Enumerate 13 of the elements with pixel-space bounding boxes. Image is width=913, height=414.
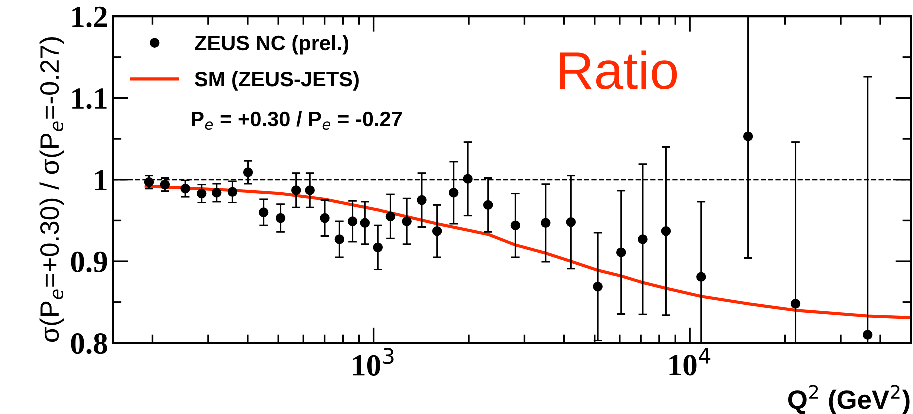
y-tick-label: 0.9 [71, 252, 108, 273]
annotation: Ratio [560, 50, 678, 90]
x-tick-label: 10$^{4}$ [670, 348, 711, 376]
legend-label: ZEUS NC (prel.) [195, 35, 349, 55]
x-tick-label: 10$^{3}$ [353, 348, 394, 376]
y-tick-label: 1.2 [72, 6, 108, 28]
y-tick-label: 1 [96, 170, 107, 190]
annotation: P$_{e}$ = +0.30 / P$_{e}$ = -0.27 [192, 111, 402, 130]
y-tick-label: 1.1 [72, 88, 107, 110]
x-axis-title: Q$^{2}$ (GeV$^{2}$) [788, 385, 910, 414]
y-tick-label: 0.8 [71, 333, 108, 354]
legend-label: SM (ZEUS-JETS) [195, 71, 359, 91]
y-axis-title: σ(P$_{e}$=+0.30) / σ(P$_{e}$=-0.27) [40, 38, 64, 342]
